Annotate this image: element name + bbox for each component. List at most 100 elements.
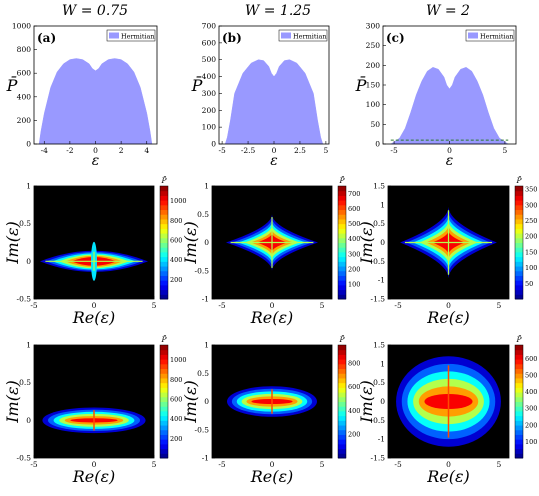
colorbar-step <box>338 261 346 267</box>
y-axis-label: Im(ε) <box>3 380 22 424</box>
colorbar-step <box>338 209 346 215</box>
y-tick-label: 0 <box>375 140 380 149</box>
y-tick-label: 300 <box>366 22 381 31</box>
colorbar-step <box>515 186 523 192</box>
x-tick-label: -5 <box>30 460 38 469</box>
colorbar-step <box>515 425 523 431</box>
panel-e: (e)(e)-5 0 5-1-0.500.51Re(ε)Im(ε)P̄1002003… <box>181 176 360 327</box>
colorbar <box>159 344 169 459</box>
colorbar-step <box>515 453 523 459</box>
colorbar-step <box>160 429 168 435</box>
x-tick-label: 2 <box>119 146 124 155</box>
x-tick-label: 5 <box>497 460 502 469</box>
y-tick-label: 600 <box>17 69 32 78</box>
colorbar-step <box>160 410 168 417</box>
y-axis-label: Im(ε) <box>181 221 200 265</box>
colorbar-tick-label: 200 <box>348 431 360 439</box>
colorbar-tick-label: 600 <box>170 396 182 404</box>
colorbar-step <box>160 294 168 300</box>
colorbar-label: P̄ <box>515 176 522 185</box>
panel-label: (i) <box>216 350 232 364</box>
heatmap-density <box>40 241 148 281</box>
colorbar-step <box>515 387 523 393</box>
colorbar-step <box>160 434 168 440</box>
colorbar-step <box>515 415 523 421</box>
y-tick-label: 0.5 <box>19 219 31 228</box>
colorbar-step <box>515 294 523 300</box>
x-tick-label: 5 <box>152 460 157 469</box>
colorbar-frame <box>159 185 169 300</box>
colorbar-tick-label: 100 <box>348 280 360 288</box>
x-tick-label: -5 <box>394 460 402 469</box>
panel-label: (f) <box>392 191 409 205</box>
colorbar-step <box>515 349 523 355</box>
colorbar-step <box>338 200 346 206</box>
panel-label: (h) <box>38 350 58 364</box>
x-axis-label: Re(ε) <box>250 467 294 486</box>
panel-label: (j) <box>392 350 408 364</box>
x-tick-label: 0 <box>272 146 277 155</box>
colorbar-tick-label: 100 <box>525 438 537 446</box>
colorbar-step <box>160 453 168 459</box>
colorbar-tick-label: 600 <box>170 237 182 245</box>
column-title-1: W = 1.25 <box>245 3 311 19</box>
colorbar-step <box>515 280 523 286</box>
x-axis-label: Re(ε) <box>250 308 294 327</box>
plot-background <box>34 345 154 458</box>
colorbar-step <box>160 448 168 454</box>
colorbar-tick-label: 1000 <box>170 197 187 205</box>
x-axis-label: Re(ε) <box>72 467 116 486</box>
x-tick-label: -2.5 <box>241 146 256 155</box>
colorbar-step <box>515 377 523 384</box>
colorbar-tick-label: 600 <box>348 205 360 213</box>
colorbar-step <box>338 242 346 248</box>
colorbar-step <box>160 186 168 192</box>
colorbar-step <box>160 251 168 258</box>
y-tick-label: 100 <box>202 123 217 132</box>
colorbar-step <box>338 359 346 365</box>
panel-b: Hermitian (b) -5 -2.5 0 2.5 5 0 100 200 300 400 500 6… <box>191 22 330 169</box>
colorbar-step <box>515 289 523 295</box>
y-tick-label: 400 <box>17 92 32 101</box>
column-title-0: W = 0.75 <box>62 3 128 19</box>
colorbar-step <box>160 387 168 393</box>
colorbar-tick-label: 200 <box>525 233 537 241</box>
x-axis-label: ε <box>446 153 454 169</box>
legend-box <box>465 29 515 42</box>
colorbar-frame <box>337 185 347 300</box>
y-tick-label: 200 <box>17 116 32 125</box>
histogram-area <box>38 58 153 145</box>
panel-f: (f)(f)-5 0 5-1.5-1-0.500.511.5Re(ε)Im(ε)P̄… <box>357 176 537 327</box>
colorbar-step <box>515 204 523 211</box>
y-axis-label: Im(ε) <box>181 380 200 424</box>
colorbar-step <box>338 266 346 272</box>
colorbar-step <box>160 439 168 445</box>
colorbar-step <box>515 247 523 253</box>
colorbar-step <box>160 266 168 272</box>
panel-label: (e) <box>216 191 235 205</box>
colorbar-step <box>160 195 168 201</box>
colorbar-step <box>515 363 523 370</box>
histogram-area <box>224 59 324 145</box>
y-tick-label: 1000 <box>12 22 31 31</box>
colorbar-step <box>338 410 346 417</box>
y-tick-label: 1 <box>26 341 31 350</box>
x-tick-label: -5 <box>218 460 226 469</box>
colorbar-step <box>160 368 168 374</box>
colorbar-tick-label: 200 <box>348 265 360 273</box>
histogram-area <box>390 67 509 145</box>
colorbar-step <box>160 247 168 253</box>
y-tick-label: -0.5 <box>17 295 32 304</box>
colorbar-tick-label: 1000 <box>170 356 187 364</box>
colorbar-step <box>515 396 523 402</box>
panel-label: (a) <box>37 31 56 45</box>
y-tick-label: 0 <box>380 238 385 247</box>
y-tick-label: 200 <box>202 106 217 115</box>
y-tick-label: 0 <box>204 238 209 247</box>
colorbar-step <box>338 270 346 276</box>
colorbar-label: P̄ <box>515 335 522 344</box>
colorbar-step <box>338 368 346 374</box>
y-tick-label: 700 <box>202 22 217 31</box>
x-tick-label: -5 <box>218 301 226 310</box>
